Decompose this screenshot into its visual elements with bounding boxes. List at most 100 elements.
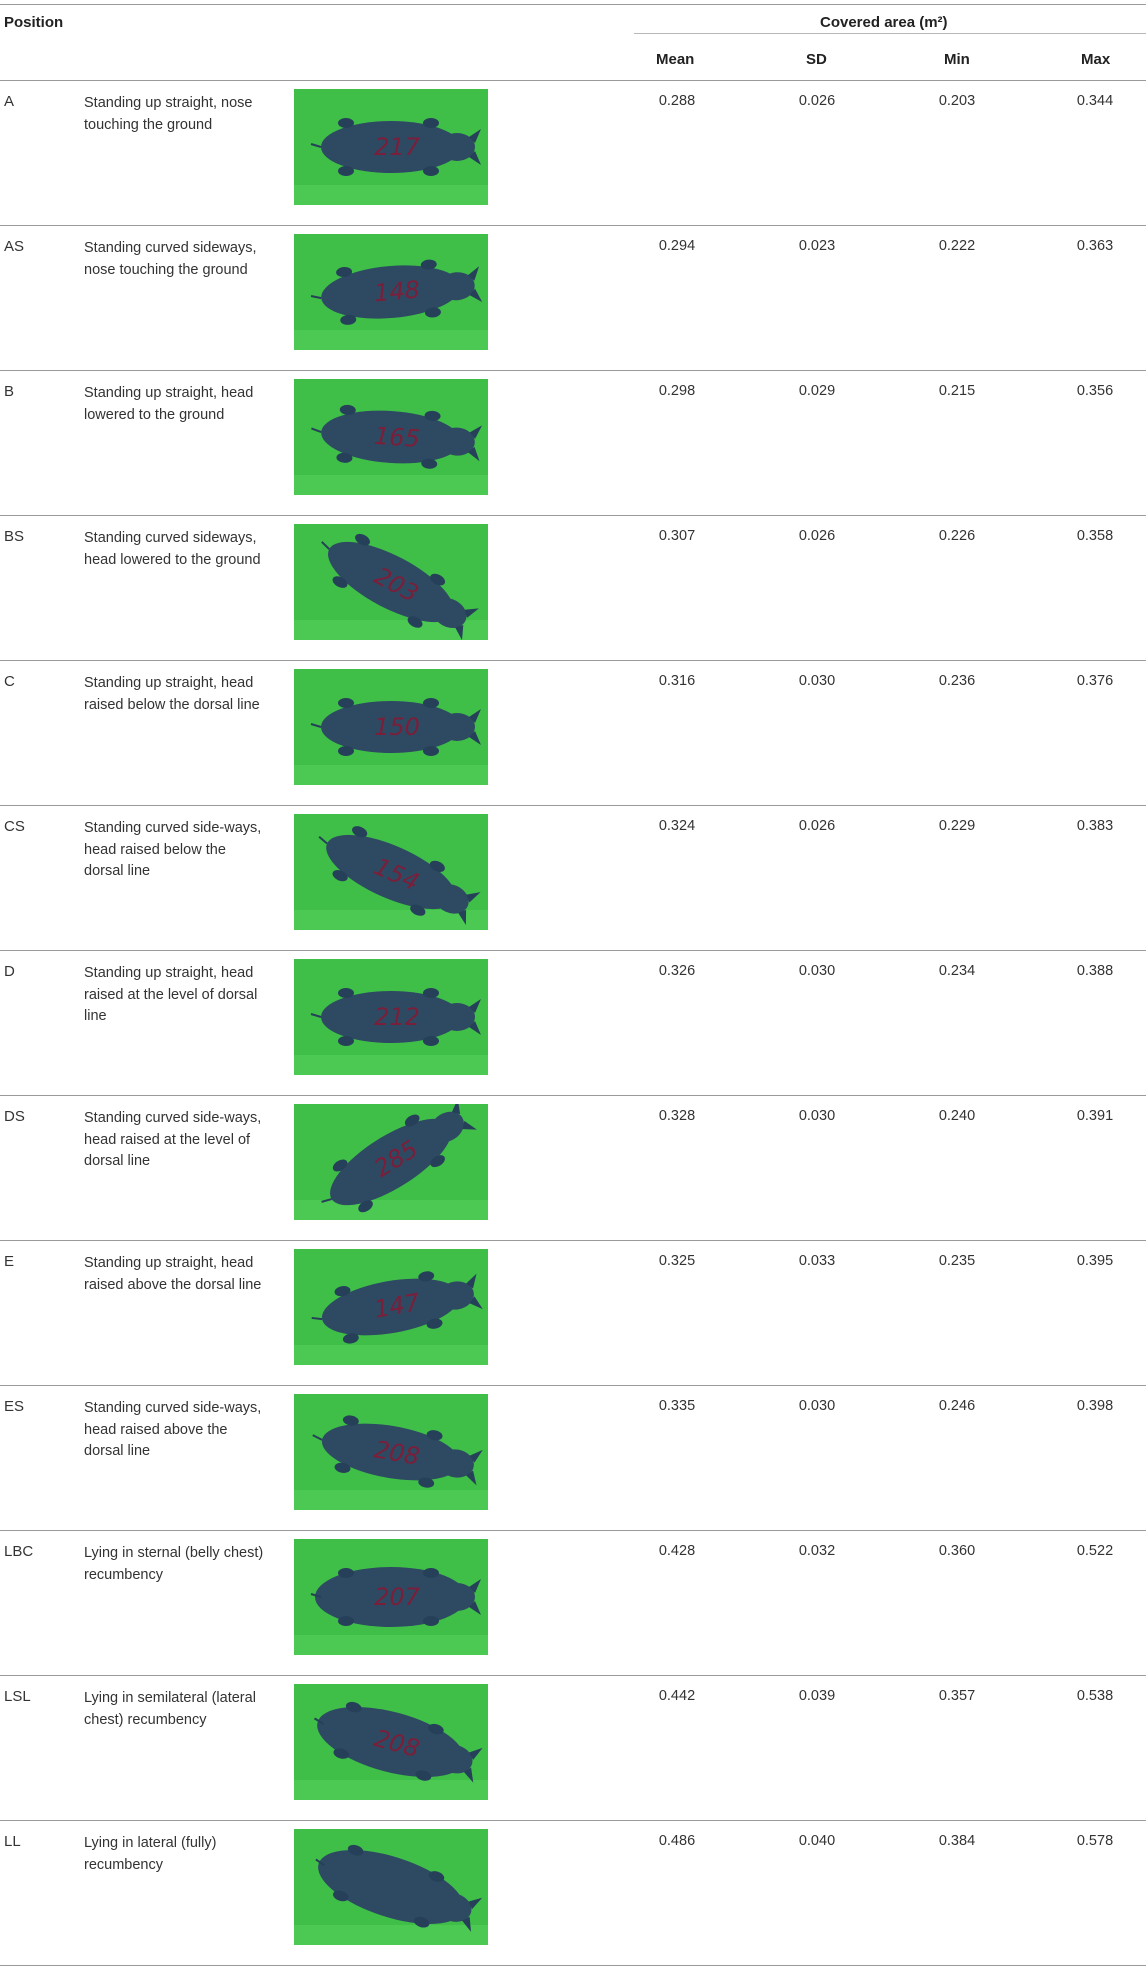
position-description: Standing curved side-ways, head raised b… (84, 820, 262, 879)
sd-value: 0.040 (798, 1833, 836, 1849)
sd-value: 0.032 (798, 1543, 836, 1559)
row-divider (0, 225, 1146, 226)
position-description: Standing curved side-ways, head raised a… (84, 1110, 262, 1169)
sd-value: 0.033 (798, 1253, 836, 1269)
mean-value: 0.325 (658, 1253, 696, 1269)
mean-value: 0.298 (658, 383, 696, 399)
min-value: 0.384 (938, 1833, 976, 1849)
min-value: 0.229 (938, 818, 976, 834)
pig-posture-photo: 203 (294, 524, 488, 640)
row-divider (0, 370, 1146, 371)
row-divider (0, 1385, 1146, 1386)
row-divider (0, 805, 1146, 806)
min-value: 0.215 (938, 383, 976, 399)
pig-posture-photo: 285 (294, 1104, 488, 1220)
sd-value: 0.030 (798, 1108, 836, 1124)
position-code: LL (4, 1833, 21, 1850)
table-row: LBC Lying in sternal (belly chest) recumb… (0, 1531, 1146, 1676)
pig-posture-photo: 208 (294, 1684, 488, 1800)
sd-value: 0.029 (798, 383, 836, 399)
max-value: 0.391 (1076, 1108, 1114, 1124)
table-row: D Standing up straight, head raised at th… (0, 951, 1146, 1096)
mean-value: 0.328 (658, 1108, 696, 1124)
position-description: Lying in sternal (belly chest) recumbenc… (84, 1545, 264, 1583)
position-code: D (4, 963, 15, 980)
position-description: Lying in semilateral (lateral chest) rec… (84, 1690, 256, 1728)
pig-posture-photo: 212 (294, 959, 488, 1075)
max-value: 0.356 (1076, 383, 1114, 399)
position-code: CS (4, 818, 25, 835)
position-header: Position (4, 14, 64, 31)
mean-value: 0.324 (658, 818, 696, 834)
pig-posture-photo: 208 (294, 1394, 488, 1510)
max-value: 0.376 (1076, 673, 1114, 689)
group-header-rule (634, 33, 1146, 34)
mean-value: 0.288 (658, 93, 696, 109)
position-code: DS (4, 1108, 25, 1125)
min-value: 0.360 (938, 1543, 976, 1559)
pig-posture-photo (294, 1829, 488, 1945)
min-value: 0.357 (938, 1688, 976, 1704)
max-value: 0.395 (1076, 1253, 1114, 1269)
row-divider (0, 1095, 1146, 1096)
position-description: Standing up straight, nose touching the … (84, 95, 253, 133)
table-row: CS Standing curved side-ways, head raised… (0, 806, 1146, 951)
position-code: C (4, 673, 15, 690)
table-row: AS Standing curved sideways, nose touchin… (0, 226, 1146, 371)
sd-value: 0.030 (798, 673, 836, 689)
pig-posture-photo: 148 (294, 234, 488, 350)
pig-marker-number: 148 (373, 276, 421, 308)
table-row: BS Standing curved sideways, head lowered… (0, 516, 1146, 661)
table-row: LSL Lying in semilateral (lateral chest) … (0, 1676, 1146, 1821)
min-value: 0.226 (938, 528, 976, 544)
sd-value: 0.023 (798, 238, 836, 254)
pig-marker-number: 217 (374, 133, 421, 161)
max-value: 0.538 (1076, 1688, 1114, 1704)
position-code: E (4, 1253, 15, 1270)
min-value: 0.203 (938, 93, 976, 109)
sd-value: 0.039 (798, 1688, 836, 1704)
row-divider (0, 1240, 1146, 1241)
row-divider (0, 1675, 1146, 1676)
table-top-rule (0, 4, 1146, 5)
table-row: B Standing up straight, head lowered to t… (0, 371, 1146, 516)
table-row: E Standing up straight, head raised above… (0, 1241, 1146, 1386)
min-value: 0.222 (938, 238, 976, 254)
pig-posture-photo: 147 (294, 1249, 488, 1365)
mean-value: 0.307 (658, 528, 696, 544)
max-value: 0.522 (1076, 1543, 1114, 1559)
max-value: 0.344 (1076, 93, 1114, 109)
min-value: 0.236 (938, 673, 976, 689)
position-code: B (4, 383, 15, 400)
sd-value: 0.026 (798, 528, 836, 544)
position-description: Lying in lateral (fully) recumbency (84, 1835, 217, 1873)
position-code: BS (4, 528, 25, 545)
position-code: A (4, 93, 15, 110)
row-divider (0, 1820, 1146, 1821)
column-header-sd: SD (806, 51, 827, 68)
position-description: Standing curved side-ways, head raised a… (84, 1400, 262, 1459)
row-divider (0, 515, 1146, 516)
mean-value: 0.486 (658, 1833, 696, 1849)
row-divider (0, 1965, 1146, 1966)
column-header-mean: Mean (656, 51, 695, 68)
row-divider (0, 1530, 1146, 1531)
table-row: DS Standing curved side-ways, head raised… (0, 1096, 1146, 1241)
position-description: Standing up straight, head raised at the… (84, 965, 258, 1024)
position-code: AS (4, 238, 25, 255)
sd-value: 0.026 (798, 818, 836, 834)
pig-posture-photo: 154 (294, 814, 488, 930)
max-value: 0.383 (1076, 818, 1114, 834)
mean-value: 0.335 (658, 1398, 696, 1414)
header-bottom-rule (0, 80, 1146, 81)
sd-value: 0.026 (798, 93, 836, 109)
position-code: LSL (4, 1688, 31, 1705)
position-description: Standing curved sideways, nose touching … (84, 240, 257, 278)
pig-marker-number: 165 (373, 422, 421, 453)
sd-value: 0.030 (798, 1398, 836, 1414)
row-divider (0, 660, 1146, 661)
mean-value: 0.316 (658, 673, 696, 689)
position-description: Standing up straight, head raised above … (84, 1255, 262, 1293)
min-value: 0.246 (938, 1398, 976, 1414)
